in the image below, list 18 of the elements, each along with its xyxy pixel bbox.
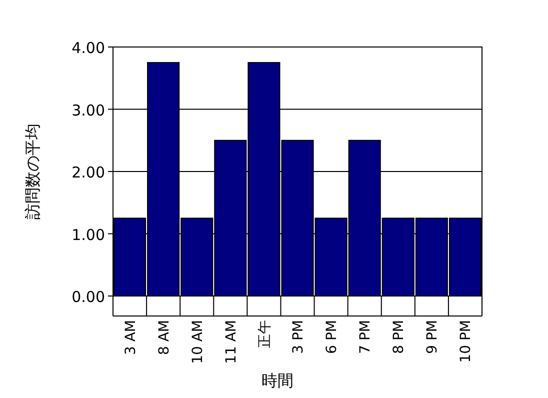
x-tick-label: 6 PM [324, 320, 340, 354]
x-tick-label: 7 PM [358, 320, 374, 354]
x-tick-label: 10 PM [458, 320, 474, 363]
x-axis-title: 時間 [262, 371, 294, 390]
x-tick-label: 8 AM [156, 320, 172, 356]
x-tick-label: 10 AM [190, 320, 206, 364]
x-tick-label: 3 AM [122, 320, 139, 356]
x-tick-label: 3 PM [290, 320, 306, 354]
x-tick-label: 8 PM [391, 320, 408, 354]
y-axis-title: 訪問数の平均 [23, 124, 42, 220]
x-tick-label: 11 AM [223, 320, 240, 364]
x-tick-label: 正午 [256, 320, 273, 348]
y-tick-label: 3.00 [72, 101, 105, 120]
y-tick-label: 0.00 [72, 288, 105, 306]
y-tick-label: 2.00 [72, 164, 105, 182]
y-tick-label: 4.00 [72, 39, 105, 57]
x-tick-label: 9 PM [424, 320, 441, 354]
y-tick-label: 1.00 [72, 226, 105, 244]
